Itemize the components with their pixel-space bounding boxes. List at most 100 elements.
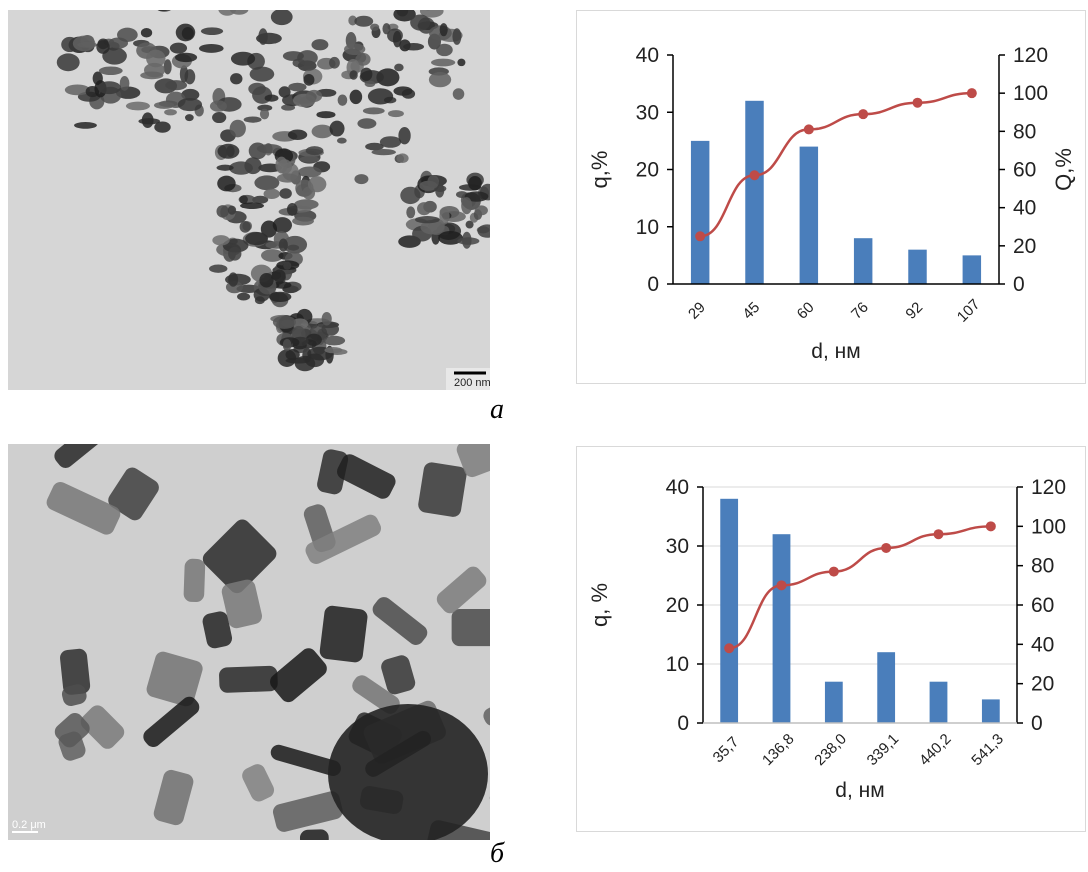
- particle-a: [299, 156, 320, 163]
- particle-a: [278, 86, 291, 98]
- particle-a: [239, 195, 248, 204]
- particle-a: [175, 23, 196, 42]
- particle-a: [337, 94, 348, 106]
- particle-b: [61, 684, 87, 706]
- bar: [908, 249, 927, 284]
- bar: [962, 255, 982, 284]
- bar: [720, 498, 739, 723]
- y-tick-label-left: 20: [636, 159, 659, 182]
- particle-a: [420, 219, 445, 235]
- particle-b: [221, 579, 263, 629]
- particle-a: [217, 143, 240, 159]
- particle-a: [419, 10, 444, 18]
- particle-a: [277, 159, 293, 174]
- particle-a: [157, 10, 168, 12]
- particle-a: [278, 238, 288, 252]
- x-tick-label: 45: [739, 299, 763, 323]
- particle-a: [321, 311, 332, 326]
- cumulative-point: [985, 521, 996, 532]
- particle-a: [365, 142, 384, 151]
- particle-a: [230, 51, 256, 66]
- bar: [772, 534, 791, 723]
- y-tick-label-right: 100: [1013, 82, 1048, 105]
- particle-a: [457, 237, 480, 245]
- particle-a: [396, 153, 409, 164]
- particle-a: [229, 161, 253, 175]
- y-tick-label-left: 0: [647, 273, 659, 296]
- particle-a: [288, 82, 307, 92]
- particle-a: [64, 84, 90, 96]
- particle-a: [268, 291, 292, 302]
- panel-label-a: а: [490, 394, 504, 425]
- particle-b: [328, 704, 488, 840]
- cumulative-point: [881, 542, 892, 553]
- x-tick-label: 136,8: [759, 731, 798, 770]
- y-tick-label-left: 40: [666, 476, 689, 499]
- particle-b: [242, 764, 275, 802]
- particle-a: [277, 349, 297, 367]
- particle-a: [153, 101, 175, 109]
- particle-b: [272, 791, 343, 832]
- y-tick-label-right: 120: [1013, 44, 1048, 67]
- particle-a: [248, 82, 266, 96]
- x-axis-label: d, нм: [811, 340, 860, 363]
- y-tick-label-left: 20: [666, 594, 689, 617]
- particle-a: [376, 68, 400, 87]
- particle-b: [219, 665, 278, 693]
- particle-b: [60, 648, 91, 695]
- particle-a: [438, 230, 463, 245]
- particle-a: [387, 110, 404, 118]
- y-tick-label-left: 10: [636, 216, 659, 239]
- particle-b: [319, 605, 368, 663]
- particle-a: [276, 173, 299, 183]
- bar: [929, 681, 948, 723]
- particle-a: [252, 195, 269, 204]
- particle-a: [140, 27, 153, 38]
- particle-a: [56, 53, 80, 72]
- particle-a: [200, 27, 224, 35]
- y-tick-label-left: 40: [636, 44, 659, 67]
- y-tick-label-right: 20: [1031, 673, 1054, 696]
- y-tick-label-left: 0: [677, 712, 689, 735]
- particle-a: [212, 112, 227, 124]
- particle-a: [305, 333, 322, 346]
- particle-a: [357, 118, 377, 129]
- particle-b: [143, 696, 200, 747]
- panel-label-b: б: [490, 838, 505, 869]
- particle-a: [311, 124, 334, 139]
- particle-a: [216, 205, 229, 218]
- particle-b: [46, 481, 121, 535]
- particle-a: [258, 28, 268, 45]
- x-tick-label: 107: [954, 296, 984, 326]
- particle-a: [229, 119, 246, 138]
- particle-a: [324, 346, 343, 354]
- particle-a: [212, 235, 230, 246]
- particle-a: [146, 49, 166, 68]
- particle-a: [371, 149, 396, 156]
- cumulative-point: [966, 88, 977, 99]
- particle-b: [381, 655, 416, 695]
- particle-a: [382, 23, 391, 35]
- particle-a: [245, 232, 269, 246]
- particle-a: [198, 43, 224, 53]
- cumulative-point: [803, 124, 814, 135]
- particle-a: [163, 59, 172, 75]
- particle-a: [428, 72, 452, 88]
- chart-b-frame: 0 10 20 30 40 0 20 40 60 80 100 120 35,7 136,8 238,0 33…: [576, 446, 1086, 832]
- particle-a: [436, 43, 453, 57]
- x-axis-label: d, нм: [835, 779, 884, 802]
- particle-b: [456, 444, 490, 478]
- particle-a: [417, 202, 432, 216]
- scale-bar-label-a: 200 nm: [454, 377, 490, 389]
- particle-a: [364, 80, 376, 88]
- particle-b: [202, 611, 233, 649]
- particle-a: [439, 208, 450, 225]
- cumulative-point: [933, 529, 944, 540]
- particle-a: [302, 64, 315, 71]
- y-axis-label: q,%: [587, 151, 612, 189]
- particle-a: [307, 176, 327, 193]
- particle-a: [227, 205, 237, 215]
- particle-a: [297, 166, 322, 178]
- particle-a: [379, 136, 402, 148]
- chart-b: 0 10 20 30 40 0 20 40 60 80 100 120 35,7 136,8 238,0 33…: [587, 476, 1066, 802]
